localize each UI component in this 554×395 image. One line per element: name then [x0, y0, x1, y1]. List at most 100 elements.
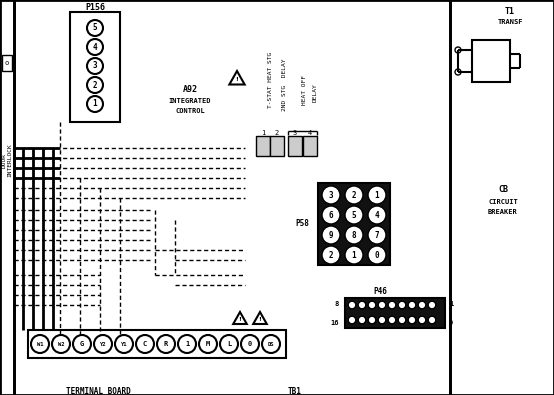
Bar: [2, 55, 12, 71]
Bar: [345, 298, 445, 328]
Text: 3: 3: [93, 62, 98, 70]
Text: 3: 3: [329, 190, 334, 199]
Text: P58: P58: [295, 218, 309, 228]
Circle shape: [87, 20, 103, 36]
Bar: [472, 40, 510, 82]
Circle shape: [388, 301, 396, 309]
Text: 4: 4: [93, 43, 98, 51]
Circle shape: [322, 226, 340, 244]
Text: 4: 4: [375, 211, 379, 220]
Circle shape: [368, 186, 386, 204]
Circle shape: [345, 226, 363, 244]
Bar: [318, 183, 390, 265]
Text: Y2: Y2: [100, 342, 106, 346]
Circle shape: [368, 226, 386, 244]
Text: DOOR
INTERLOCK: DOOR INTERLOCK: [2, 143, 12, 177]
Circle shape: [345, 246, 363, 264]
Text: 6: 6: [329, 211, 334, 220]
Text: 2: 2: [275, 130, 279, 136]
Text: Y1: Y1: [121, 342, 127, 346]
Text: CB: CB: [498, 186, 508, 194]
Text: P46: P46: [373, 288, 387, 297]
Circle shape: [345, 186, 363, 204]
Circle shape: [348, 316, 356, 324]
Text: 1: 1: [375, 190, 379, 199]
Text: 1: 1: [352, 250, 356, 260]
Circle shape: [418, 301, 426, 309]
Text: 2: 2: [329, 250, 334, 260]
Text: BREAKER: BREAKER: [488, 209, 518, 215]
Circle shape: [428, 316, 436, 324]
Circle shape: [408, 316, 416, 324]
Circle shape: [87, 39, 103, 55]
Text: CONTROL: CONTROL: [175, 108, 205, 114]
Circle shape: [358, 301, 366, 309]
Circle shape: [348, 301, 356, 309]
Bar: [303, 136, 317, 156]
Circle shape: [136, 335, 154, 353]
Bar: [288, 136, 302, 156]
Text: 7: 7: [375, 231, 379, 239]
Circle shape: [428, 301, 436, 309]
Text: 2ND STG  DELAY: 2ND STG DELAY: [283, 59, 288, 111]
Circle shape: [178, 335, 196, 353]
Bar: [14, 0, 450, 395]
Circle shape: [199, 335, 217, 353]
Polygon shape: [229, 71, 245, 85]
Circle shape: [241, 335, 259, 353]
Circle shape: [368, 206, 386, 224]
Text: DS: DS: [268, 342, 274, 346]
Text: 1: 1: [93, 100, 98, 109]
Bar: [450, 0, 554, 395]
Circle shape: [87, 58, 103, 74]
Circle shape: [378, 316, 386, 324]
Text: 4: 4: [308, 130, 312, 136]
Bar: [270, 136, 284, 156]
Text: 5: 5: [352, 211, 356, 220]
Text: C: C: [143, 341, 147, 347]
Text: !: !: [235, 77, 238, 82]
Text: G: G: [80, 341, 84, 347]
Circle shape: [262, 335, 280, 353]
Text: TB1: TB1: [288, 386, 302, 395]
Text: 16: 16: [331, 320, 339, 326]
Text: INTEGRATED: INTEGRATED: [169, 98, 211, 104]
Text: P156: P156: [85, 2, 105, 11]
Text: 1: 1: [449, 301, 453, 307]
Circle shape: [220, 335, 238, 353]
Circle shape: [87, 96, 103, 112]
Text: 1: 1: [185, 341, 189, 347]
Text: T1: T1: [505, 8, 515, 17]
Circle shape: [322, 246, 340, 264]
Polygon shape: [253, 312, 267, 324]
Bar: [256, 136, 270, 156]
Text: 9: 9: [449, 320, 453, 326]
Text: !: !: [259, 317, 261, 322]
Text: DELAY: DELAY: [312, 84, 317, 102]
Circle shape: [358, 316, 366, 324]
Text: A92: A92: [182, 85, 197, 94]
Circle shape: [115, 335, 133, 353]
Circle shape: [398, 316, 406, 324]
Circle shape: [368, 246, 386, 264]
Circle shape: [418, 316, 426, 324]
Text: W1: W1: [37, 342, 43, 346]
Circle shape: [73, 335, 91, 353]
Circle shape: [345, 206, 363, 224]
Circle shape: [408, 301, 416, 309]
Text: 2: 2: [93, 81, 98, 90]
Circle shape: [322, 186, 340, 204]
Text: CIRCUIT: CIRCUIT: [488, 199, 518, 205]
Text: 8: 8: [335, 301, 339, 307]
Circle shape: [368, 316, 376, 324]
Circle shape: [455, 69, 461, 75]
Text: TRANSF: TRANSF: [497, 19, 523, 25]
Text: W2: W2: [58, 342, 64, 346]
Text: 9: 9: [329, 231, 334, 239]
Text: M: M: [206, 341, 210, 347]
Text: R: R: [164, 341, 168, 347]
Circle shape: [157, 335, 175, 353]
Circle shape: [322, 206, 340, 224]
Circle shape: [388, 316, 396, 324]
Text: 3: 3: [293, 130, 297, 136]
